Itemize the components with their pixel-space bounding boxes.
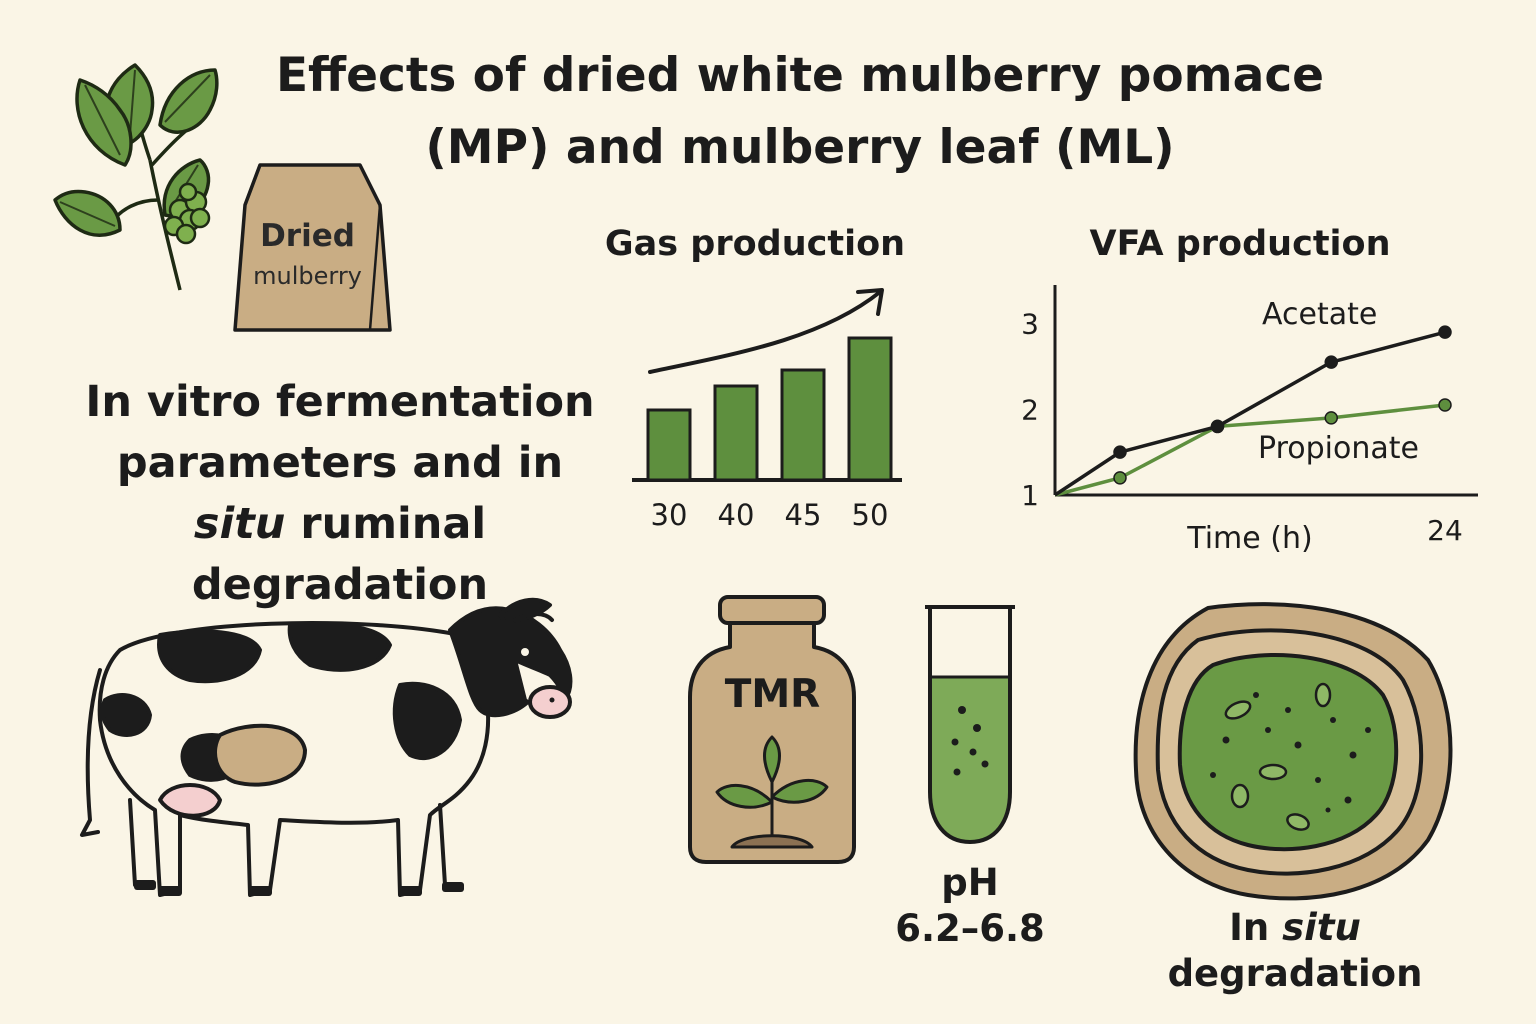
tmr-jar-icon bbox=[688, 595, 856, 864]
ph-label: pH bbox=[941, 861, 999, 904]
gas-bar bbox=[713, 384, 759, 482]
mulberry-branch-icon bbox=[53, 63, 219, 291]
vfa-point-propionate bbox=[1324, 411, 1338, 425]
gas-bar bbox=[847, 336, 893, 482]
vfa-y-tick-label: 2 bbox=[1021, 393, 1039, 426]
gas-production-chart: 30 40 45 50 bbox=[632, 288, 902, 532]
vfa-x-tick-label: 24 bbox=[1427, 514, 1463, 547]
vfa-point-acetate bbox=[1210, 419, 1225, 434]
in-situ-caption-line-2: degradation bbox=[1167, 952, 1423, 995]
cow-icon bbox=[80, 597, 573, 897]
vfa-line-acetate bbox=[1054, 330, 1446, 497]
bag-label-line-1: Dried bbox=[260, 218, 355, 254]
in-situ-caption: In situ degradation bbox=[1160, 905, 1430, 997]
vfa-chart-title: VFA production bbox=[1089, 224, 1391, 264]
vfa-production-chart: 1 2 3 24 Time (h) Acetate Propionate bbox=[1021, 285, 1478, 556]
section-heading-rest: ruminal degradation bbox=[191, 499, 489, 610]
gas-bar bbox=[780, 368, 826, 482]
vfa-y-tick-label: 1 bbox=[1021, 479, 1039, 512]
vfa-point-propionate bbox=[1113, 471, 1127, 485]
section-heading-line-2: parameters and in bbox=[116, 438, 564, 488]
vfa-y-tick-label: 3 bbox=[1021, 308, 1039, 341]
title-line-2: (MP) and mulberry leaf (ML) bbox=[425, 120, 1175, 175]
section-heading-italic: situ bbox=[193, 499, 286, 549]
vfa-point-acetate bbox=[1113, 445, 1127, 459]
vfa-x-axis-label: Time (h) bbox=[1186, 521, 1312, 556]
gas-tick-label: 30 bbox=[651, 498, 688, 532]
gas-tick-label: 50 bbox=[852, 498, 889, 532]
ph-caption: pH 6.2–6.8 bbox=[880, 860, 1060, 952]
gas-tick-label: 40 bbox=[718, 498, 755, 532]
series-label-acetate: Acetate bbox=[1262, 297, 1377, 332]
ph-range: 6.2–6.8 bbox=[895, 907, 1045, 950]
page-title: Effects of dried white mulberry pomace (… bbox=[200, 40, 1400, 184]
bag-label-line-2: mulberry bbox=[253, 262, 362, 290]
gas-bar bbox=[646, 408, 692, 482]
in-situ-bowl-icon bbox=[1133, 602, 1453, 901]
in-situ-prefix: In bbox=[1229, 906, 1283, 949]
vfa-point-acetate bbox=[1438, 325, 1452, 339]
ph-test-tube-icon bbox=[925, 605, 1015, 845]
trend-arrow-line bbox=[648, 290, 882, 374]
vfa-point-propionate bbox=[1438, 398, 1452, 412]
section-heading-line-1: In vitro fermentation bbox=[85, 377, 595, 427]
in-situ-caption-line-1: In situ bbox=[1160, 905, 1430, 951]
tmr-label: TMR bbox=[724, 672, 821, 717]
dried-mulberry-bag-icon bbox=[233, 163, 392, 332]
section-heading: In vitro fermentation parameters and in … bbox=[60, 372, 620, 616]
title-line-1: Effects of dried white mulberry pomace bbox=[275, 48, 1325, 103]
vfa-point-acetate bbox=[1324, 355, 1338, 369]
gas-tick-label: 45 bbox=[785, 498, 822, 532]
section-heading-line-3: situ ruminal degradation bbox=[60, 494, 620, 616]
trend-arrow-icon bbox=[856, 288, 884, 316]
series-label-propionate: Propionate bbox=[1258, 431, 1419, 466]
in-situ-italic: situ bbox=[1282, 906, 1361, 949]
gas-chart-title: Gas production bbox=[604, 224, 906, 264]
